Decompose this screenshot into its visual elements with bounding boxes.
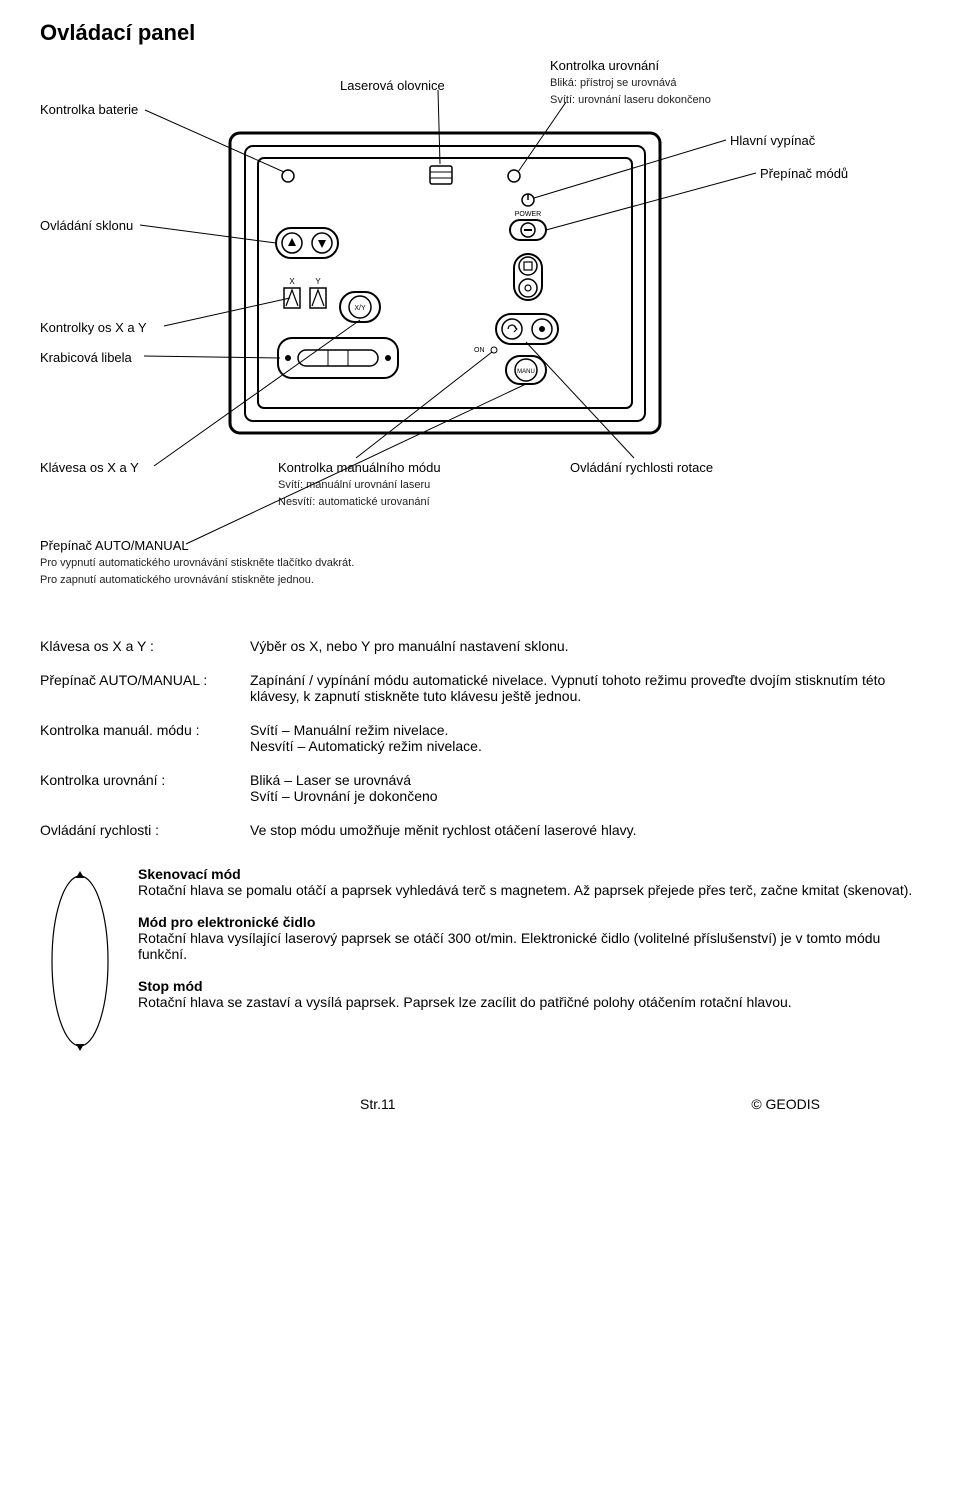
mode-title: Mód pro elektronické čidlo	[138, 914, 920, 930]
svg-text:MANU: MANU	[517, 369, 535, 375]
rotation-ellipse	[40, 866, 120, 1056]
mode-title: Skenovací mód	[138, 866, 920, 882]
panel-svg: POWER X Y X/Y ON	[40, 58, 920, 608]
mode-block: Stop mód Rotační hlava se zastaví a vysí…	[138, 978, 920, 1010]
def-term: Ovládání rychlosti :	[40, 822, 250, 838]
footer-page-number: Str.11	[360, 1096, 396, 1112]
modes-text: Skenovací mód Rotační hlava se pomalu ot…	[138, 866, 920, 1056]
svg-text:X: X	[289, 277, 295, 286]
def-text: Zapínání / vypínání módu automatické niv…	[250, 672, 920, 704]
def-row: Kontrolka urovnání : Bliká – Laser se ur…	[40, 772, 920, 804]
mode-block: Mód pro elektronické čidlo Rotační hlava…	[138, 914, 920, 962]
control-panel-diagram: Kontrolka baterie Laserová olovnice Kont…	[40, 58, 920, 608]
svg-text:Y: Y	[315, 277, 321, 286]
page-title: Ovládací panel	[40, 20, 920, 46]
mode-body: Rotační hlava se pomalu otáčí a paprsek …	[138, 882, 920, 898]
definitions-list: Klávesa os X a Y : Výběr os X, nebo Y pr…	[40, 638, 920, 838]
footer-copyright: © GEODIS	[751, 1096, 820, 1112]
power-label: POWER	[515, 211, 541, 218]
mode-title: Stop mód	[138, 978, 920, 994]
mode-block: Skenovací mód Rotační hlava se pomalu ot…	[138, 866, 920, 898]
def-term: Kontrolka urovnání :	[40, 772, 250, 804]
svg-text:ON: ON	[474, 347, 485, 354]
def-text: Ve stop módu umožňuje měnit rychlost otá…	[250, 822, 920, 838]
def-row: Ovládání rychlosti : Ve stop módu umožňu…	[40, 822, 920, 838]
def-term: Přepínač AUTO/MANUAL :	[40, 672, 250, 704]
def-row: Kontrolka manuál. módu : Svítí – Manuáln…	[40, 722, 920, 754]
def-row: Přepínač AUTO/MANUAL : Zapínání / vypíná…	[40, 672, 920, 704]
modes-section: Skenovací mód Rotační hlava se pomalu ot…	[40, 866, 920, 1056]
mode-body: Rotační hlava se zastaví a vysílá paprse…	[138, 994, 920, 1010]
def-text: Výběr os X, nebo Y pro manuální nastaven…	[250, 638, 920, 654]
def-text: Svítí – Manuální režim nivelace. Nesvítí…	[250, 722, 920, 754]
page-footer: Str.11 © GEODIS	[40, 1096, 920, 1112]
mode-body: Rotační hlava vysílající laserový paprse…	[138, 930, 920, 962]
svg-text:X/Y: X/Y	[354, 305, 366, 312]
def-term: Kontrolka manuál. módu :	[40, 722, 250, 754]
def-text: Bliká – Laser se urovnává Svítí – Urovná…	[250, 772, 920, 804]
def-term: Klávesa os X a Y :	[40, 638, 250, 654]
def-row: Klávesa os X a Y : Výběr os X, nebo Y pr…	[40, 638, 920, 654]
